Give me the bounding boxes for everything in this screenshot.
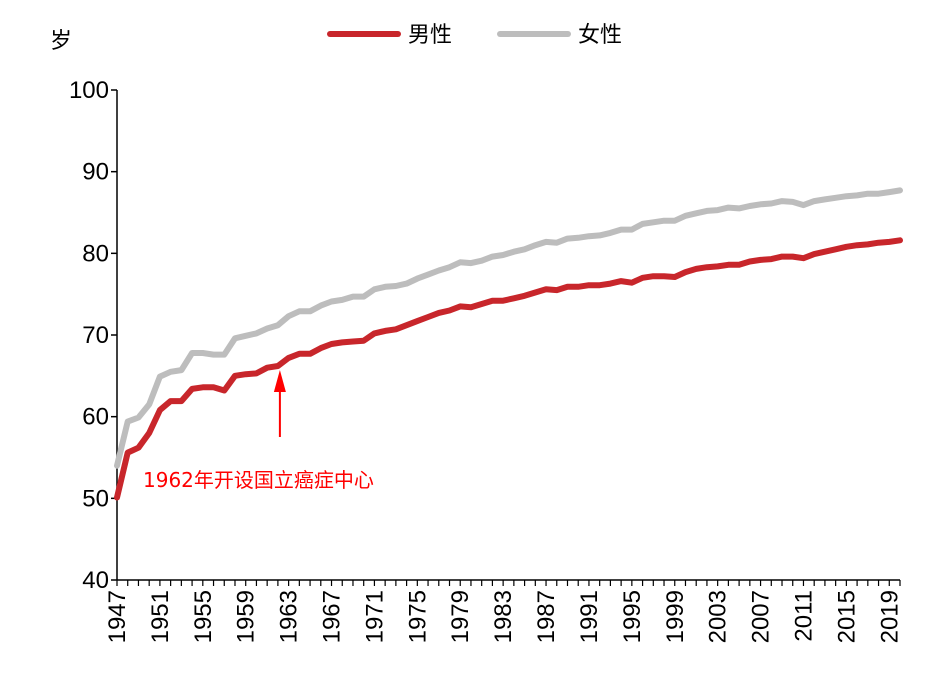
y-axis-unit-label: 岁	[50, 29, 72, 54]
annotation: 1962年开设国立癌症中心	[143, 370, 374, 492]
x-tick-label: 1991	[576, 590, 603, 643]
x-tick-label: 1963	[276, 590, 303, 643]
y-tick-label: 60	[82, 404, 109, 431]
x-tick-label: 1951	[147, 590, 174, 643]
annotation-arrow-head	[273, 370, 286, 392]
y-tick-label: 90	[82, 159, 109, 186]
x-tick-label: 1967	[319, 590, 346, 643]
x-tick-label: 1999	[662, 590, 689, 643]
legend: 男性 女性	[327, 23, 622, 48]
y-tick-label: 40	[82, 567, 109, 594]
x-tick-label: 1987	[533, 590, 560, 643]
x-tick-label: 1955	[190, 590, 217, 643]
y-tick-label: 50	[82, 485, 109, 512]
x-tick-label: 1947	[104, 590, 131, 643]
y-tick-label: 70	[82, 322, 109, 349]
annotation-arrow	[273, 370, 286, 437]
x-tick-label: 1975	[404, 590, 431, 643]
axes: 40 50 60 70 80 90 100 1947 1951 1955 1959 1963 1967 1…	[69, 77, 903, 643]
x-tick-label: 1983	[490, 590, 517, 643]
legend-label-male: 男性	[408, 23, 452, 48]
y-tick-label: 80	[82, 240, 109, 267]
x-tick-label: 1959	[233, 590, 260, 643]
legend-label-female: 女性	[578, 23, 622, 48]
series-line-male	[114, 237, 903, 501]
x-tick-label: 1979	[447, 590, 474, 643]
annotation-text: 1962年开设国立癌症中心	[143, 468, 374, 492]
y-tick-label: 100	[69, 77, 109, 104]
series-layer	[114, 187, 903, 501]
x-tick-label: 2019	[876, 590, 903, 643]
series-line-female	[114, 187, 903, 469]
x-tick-label: 2015	[833, 590, 860, 643]
x-tick-label: 2003	[705, 590, 732, 643]
x-tick-label: 1995	[619, 590, 646, 643]
x-tick-label: 1971	[361, 590, 388, 643]
x-tick-label: 2007	[748, 590, 775, 643]
x-tick-label: 2011	[790, 590, 817, 642]
